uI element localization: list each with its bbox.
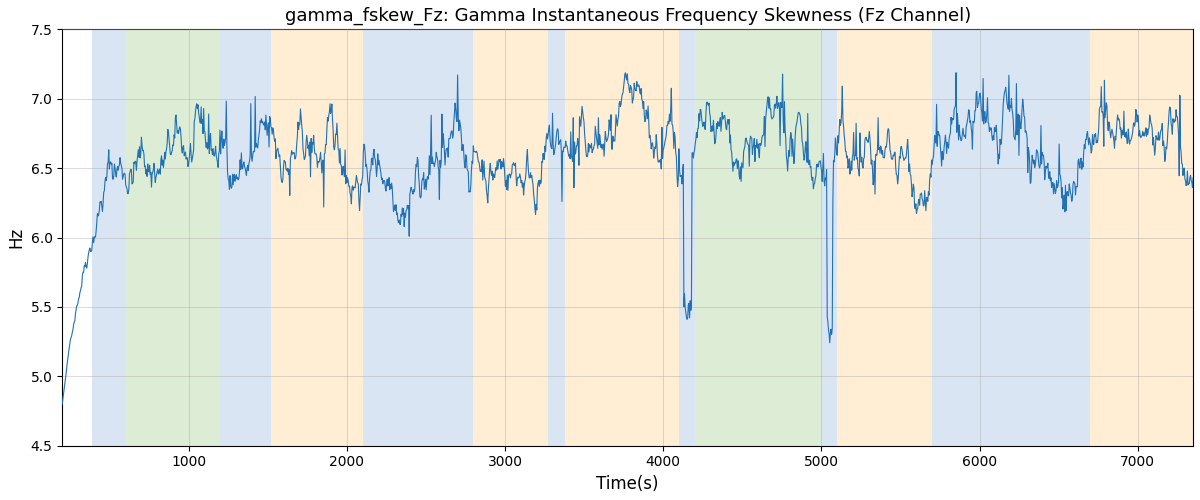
Bar (838, 30, 932, 446)
Bar (565, 30, 679, 446)
Bar (932, 30, 1091, 446)
X-axis label: Time(s): Time(s) (596, 475, 659, 493)
Bar (221, 30, 271, 446)
Bar (362, 30, 474, 446)
Bar (1091, 30, 1193, 446)
Bar (679, 30, 695, 446)
Bar (271, 30, 362, 446)
Bar (92, 30, 126, 446)
Bar (695, 30, 821, 446)
Title: gamma_fskew_Fz: Gamma Instantaneous Frequency Skewness (Fz Channel): gamma_fskew_Fz: Gamma Instantaneous Freq… (284, 7, 971, 25)
Y-axis label: Hz: Hz (7, 227, 25, 248)
Bar (474, 30, 547, 446)
Bar (547, 30, 565, 446)
Bar (821, 30, 838, 446)
Bar (126, 30, 221, 446)
